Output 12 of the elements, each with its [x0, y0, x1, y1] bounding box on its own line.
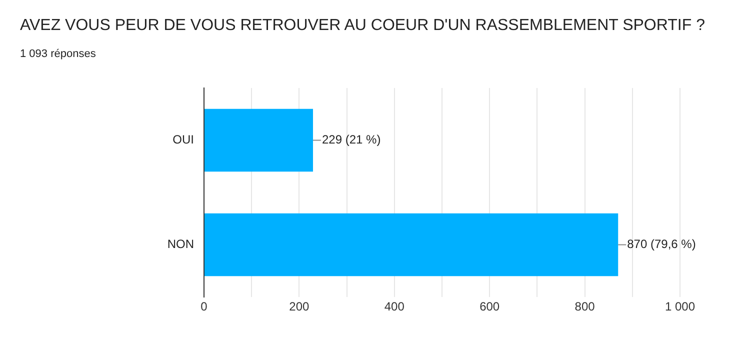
- x-tick-label: 200: [289, 300, 310, 314]
- data-label: 870 (79,6 %): [627, 237, 696, 252]
- text: 1 093 réponses: [20, 48, 96, 60]
- x-tick-label: 0: [200, 300, 208, 314]
- y-tick-label: OUI: [172, 132, 194, 147]
- x-tick-label: 1 000: [664, 300, 696, 314]
- x-tick-label: 800: [574, 300, 596, 314]
- data-label: 229 (21 %): [322, 132, 381, 147]
- y-tick-label: NON: [167, 237, 194, 252]
- x-tick-label: 400: [384, 300, 405, 314]
- chart-title: AVEZ VOUS PEUR DE VOUS RETROUVER AU COEUR D'UN RASSEMBLEMENT SPORTIF ?: [20, 17, 705, 35]
- x-tick-label: 600: [480, 300, 500, 314]
